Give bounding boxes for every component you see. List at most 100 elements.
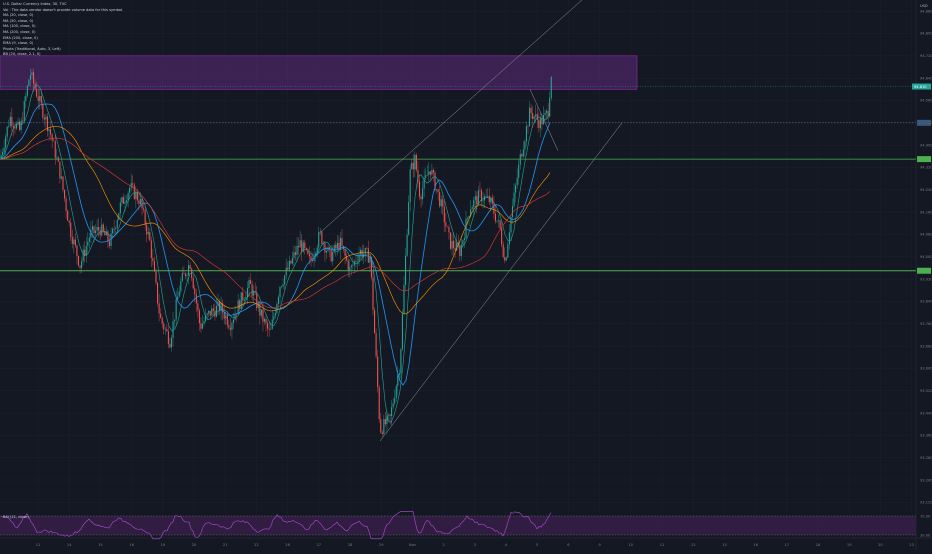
legend-ma-5[interactable]: EMA (9, close, 0): [3, 41, 34, 46]
candle-body: [420, 196, 422, 200]
candle-body: [6, 126, 8, 137]
x-tick-label: 10: [629, 543, 634, 547]
candle-body: [434, 172, 436, 191]
candle-body: [130, 183, 132, 188]
x-tick-label: 28: [348, 543, 353, 547]
rsi-tick-label: 70.00: [920, 515, 931, 519]
candle-body: [281, 286, 283, 287]
candle-body: [42, 103, 44, 118]
x-tick-label: 21: [223, 543, 228, 547]
candle-body: [544, 112, 546, 116]
candle-body: [139, 199, 142, 205]
candle-body: [259, 303, 261, 316]
candle-body: [344, 249, 346, 256]
candle-body: [138, 200, 140, 205]
candle-body: [76, 245, 78, 257]
candle-body: [265, 319, 267, 324]
rsi-label[interactable]: RSI (21, close): [3, 515, 29, 519]
candle-body: [341, 238, 343, 246]
legend-ma-3[interactable]: MA (200, close, 0): [3, 29, 36, 34]
candle-body: [389, 414, 391, 416]
legend-ma-4[interactable]: EMA (200, close, 0): [3, 35, 38, 40]
legend-ma-0[interactable]: MA (20, close, 0): [3, 13, 34, 18]
candle-body: [50, 129, 52, 135]
legend-ma-1[interactable]: MA (50, close, 0): [3, 18, 34, 23]
legend-ma-2[interactable]: MA (100, close, 0): [3, 24, 36, 29]
candle-body: [370, 257, 372, 278]
candle-body: [502, 244, 504, 258]
candle-body: [532, 113, 534, 119]
candle-body: [0, 155, 2, 160]
candle-body: [180, 281, 182, 292]
trendline-lower[interactable]: [379, 122, 623, 442]
candle-body: [229, 327, 231, 330]
candle-body: [184, 273, 186, 277]
candle-body: [189, 265, 191, 269]
candle-body: [73, 239, 75, 245]
candle-body: [147, 232, 149, 235]
candle-body: [132, 183, 134, 185]
candle-body: [101, 224, 103, 236]
candle-body: [529, 107, 531, 127]
legend-ma-7[interactable]: BB (20, close, 2.1, 0): [3, 52, 41, 57]
candle-body: [46, 116, 49, 132]
candle-body: [367, 248, 369, 263]
candle-body: [313, 256, 315, 261]
ma-50-line[interactable]: [0, 103, 551, 386]
candle-body: [215, 306, 217, 317]
candle-body: [522, 149, 524, 157]
candle-body: [361, 249, 363, 257]
x-tick-label: 11: [660, 543, 665, 547]
candle-body: [8, 126, 10, 127]
candle-body: [192, 277, 194, 289]
candle-body: [85, 245, 87, 257]
candle-body: [119, 202, 121, 214]
y-tick-label: 93.120: [920, 501, 932, 505]
candle-body: [121, 197, 123, 203]
candle-body: [422, 188, 424, 200]
rsi-tick-label: 30.00: [920, 534, 931, 538]
candle-body: [133, 184, 135, 199]
x-tick-label: 16: [129, 543, 134, 547]
candle-body: [473, 199, 475, 207]
candle-body: [519, 154, 521, 165]
ma-100-line[interactable]: [0, 126, 551, 315]
candle-body: [539, 118, 541, 129]
candle-body: [415, 155, 417, 170]
candle-body: [378, 387, 380, 420]
x-tick-label: 22: [254, 543, 259, 547]
rsi-line[interactable]: [0, 511, 552, 540]
candle-body: [14, 127, 16, 129]
legend-ma-6[interactable]: Pivots (Traditional, Auto, 3, Left): [3, 46, 61, 51]
candle-body: [325, 250, 328, 253]
candle-body: [152, 258, 154, 262]
ma-200-line[interactable]: [0, 137, 551, 309]
candle-body: [463, 238, 465, 241]
candle-body: [256, 292, 258, 309]
candle-body: [19, 121, 21, 130]
candle-body: [198, 310, 200, 324]
candle-body: [429, 171, 431, 175]
candle-body: [462, 240, 464, 245]
candle-body: [453, 240, 455, 248]
candle-body: [28, 79, 30, 86]
candle-body: [542, 115, 545, 125]
candle-body: [487, 195, 489, 197]
x-tick-label: 6: [567, 543, 570, 547]
candle-body: [172, 321, 174, 338]
candle-body: [282, 284, 284, 287]
candle-body: [527, 126, 529, 127]
candle-body: [223, 312, 225, 319]
candle-body: [263, 319, 266, 322]
trendline-upper[interactable]: [317, 0, 583, 235]
candle-body: [383, 419, 385, 434]
candle-body: [242, 292, 244, 301]
candle-body: [93, 226, 95, 234]
supply-zone[interactable]: [0, 55, 638, 90]
candle-body: [206, 313, 208, 315]
candle-body: [158, 303, 160, 314]
candle-body: [408, 202, 410, 235]
y-tick-label: 93.280: [920, 456, 932, 460]
candle-body: [169, 343, 171, 348]
